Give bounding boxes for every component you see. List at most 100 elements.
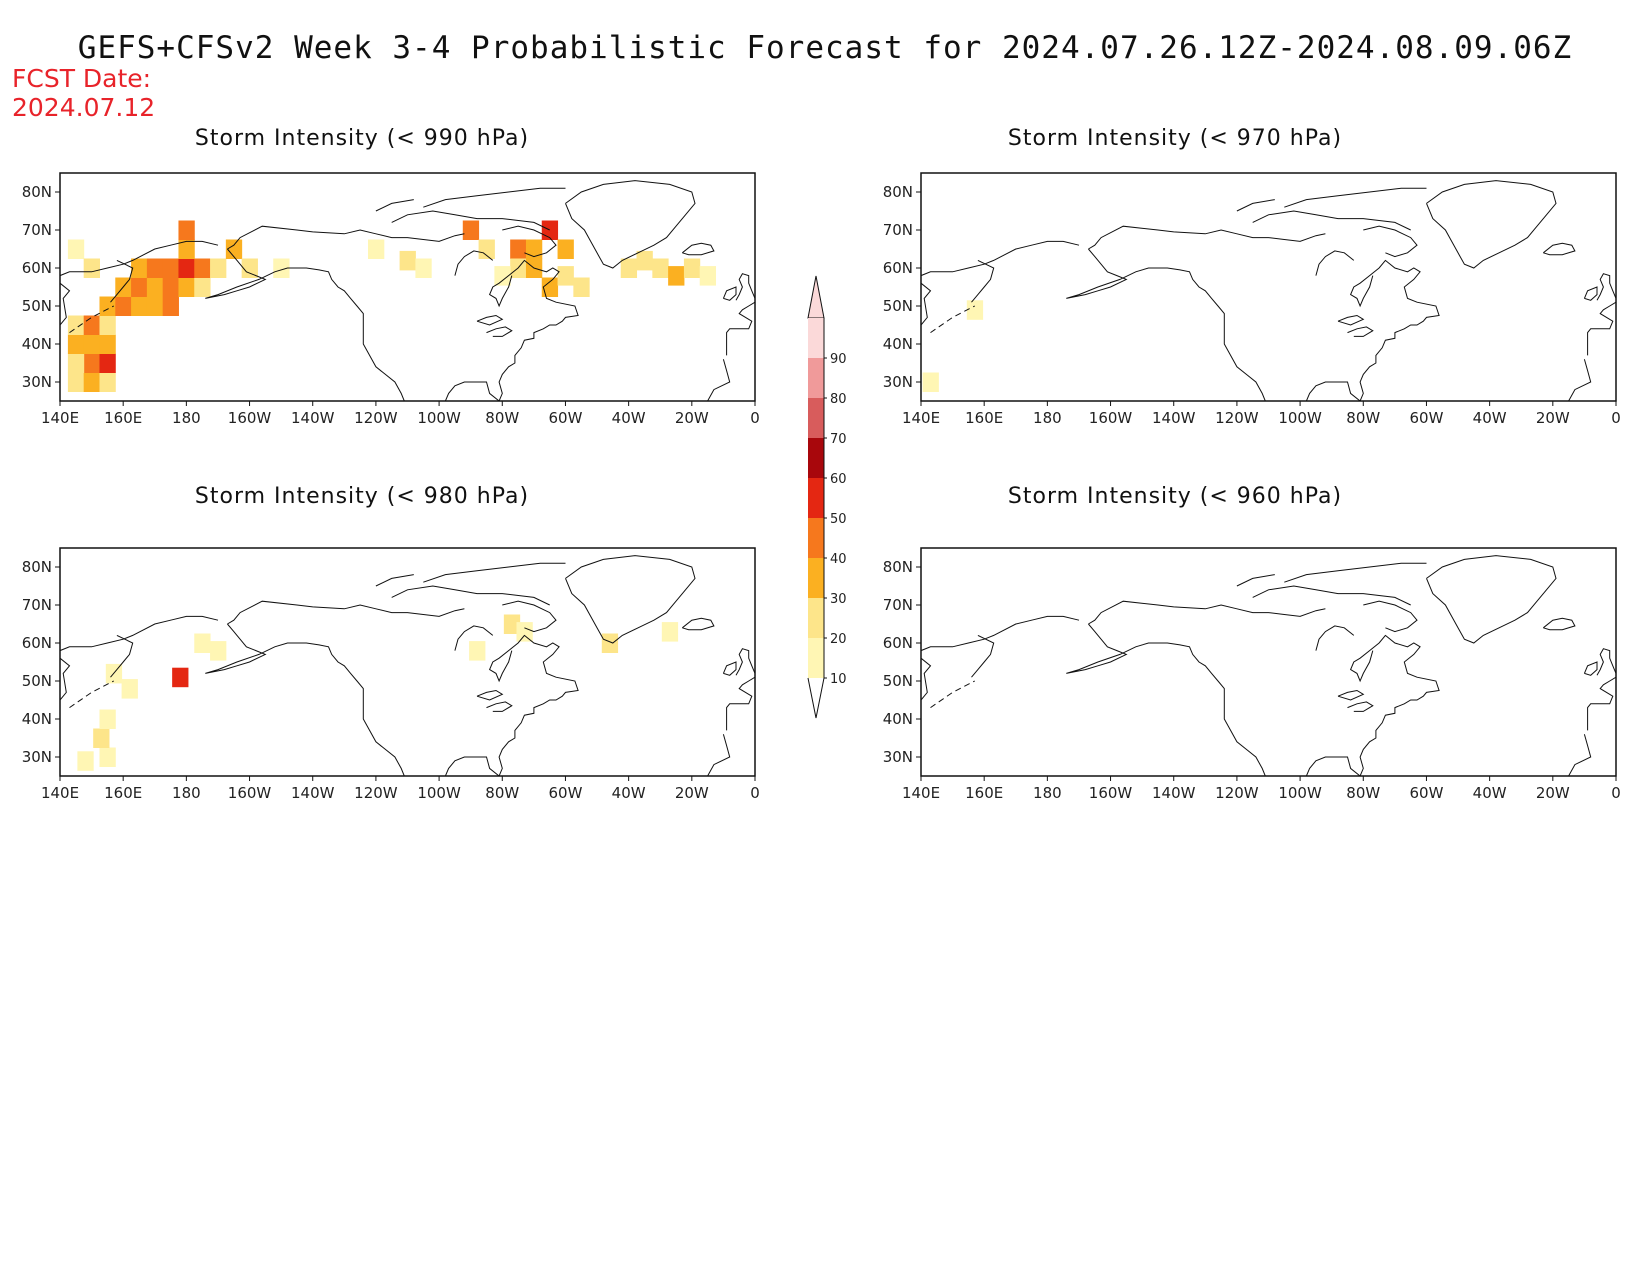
coastline (1066, 248, 1266, 401)
map-frame (59, 547, 756, 777)
heat-cell (121, 679, 138, 699)
colorbar-label: 40 (830, 552, 847, 567)
map-frame (59, 172, 756, 402)
map-panel-p970: 140E 160E 180 160W 140W 120W 100W 80W 60W 40W 20W 0… (883, 172, 1621, 427)
lon-tick-label: 100W (1278, 784, 1322, 802)
coastline (735, 648, 755, 676)
lon-tick-label: 80W (1346, 409, 1380, 427)
coastline (1568, 359, 1592, 401)
heat-cell (178, 220, 195, 240)
colorbar-label: 90 (830, 352, 847, 367)
lon-tick-label: 120W (1215, 784, 1259, 802)
coastline (227, 225, 465, 250)
lon-tick-label: 40W (1473, 784, 1507, 802)
coastline (1583, 286, 1598, 301)
coastline (921, 615, 1080, 652)
coastline (1347, 701, 1374, 712)
coastline (921, 657, 932, 701)
boundary-line (69, 680, 114, 709)
heat-cell (77, 751, 94, 771)
heat-cell (146, 258, 164, 278)
coastline (1347, 326, 1374, 337)
colorbar-swatch (808, 558, 824, 598)
lon-tick-label: 180 (1033, 409, 1062, 427)
lat-tick-label: 80N (883, 558, 913, 576)
heat-cell (99, 315, 116, 335)
colorbar-label: 20 (830, 632, 847, 647)
heat-cell (83, 315, 100, 335)
lon-tick-label: 140W (291, 784, 335, 802)
colorbar-swatch (808, 438, 824, 478)
coastline (565, 555, 696, 644)
lat-tick-label: 80N (22, 558, 52, 576)
lat-tick-label: 60N (22, 259, 52, 277)
coastline (722, 661, 737, 676)
coastline (444, 634, 579, 776)
coastline (726, 676, 755, 731)
fcst-date-label: FCST Date: (12, 64, 152, 93)
coastline (681, 242, 715, 256)
lon-tick-label: 160W (228, 784, 272, 802)
coastline (1426, 180, 1557, 269)
lat-tick-label: 40N (22, 710, 52, 728)
lon-tick-label: 180 (172, 784, 201, 802)
heat-cell (503, 614, 521, 634)
lon-tick-label: 160W (228, 409, 272, 427)
heat-cell (462, 220, 480, 240)
heat-cell (573, 277, 590, 297)
heat-cell (601, 633, 619, 653)
colorbar-swatch (808, 478, 824, 518)
lon-tick-label: 60W (548, 409, 582, 427)
lon-tick-label: 180 (1033, 784, 1062, 802)
heat-cell (620, 258, 638, 278)
lon-tick-label: 40W (612, 409, 646, 427)
heat-cell (368, 239, 385, 259)
lat-tick-label: 40N (883, 710, 913, 728)
heat-cell (162, 277, 179, 297)
map-panel-p960: 140E 160E 180 160W 140W 120W 100W 80W 60W 40W 20W 0… (883, 547, 1621, 802)
heat-cell (525, 239, 543, 259)
lon-tick-label: 140W (291, 409, 335, 427)
heat-cell (83, 334, 100, 354)
coastline (735, 273, 755, 301)
coastline (1542, 242, 1576, 256)
map-panel-p980: 140E 160E 180 160W 140W 120W 100W 80W 60W 40W 20W 0… (22, 547, 760, 802)
coastline (486, 701, 513, 712)
coastline (1337, 314, 1365, 326)
heat-cell (67, 372, 85, 392)
heat-cell (194, 258, 211, 278)
panel-title-990: Storm Intensity (< 990 hPa) (194, 126, 530, 151)
heat-cell (541, 220, 559, 240)
boundary-line (69, 305, 114, 334)
lon-tick-label: 120W (354, 784, 398, 802)
lon-tick-label: 140W (1152, 784, 1196, 802)
lon-tick-label: 0 (1611, 784, 1621, 802)
lon-tick-label: 40W (612, 784, 646, 802)
colorbar-bottom-arrow (807, 677, 825, 719)
map-panel-p990: 140E 160E 180 160W 140W 120W 100W 80W 60W 40W 20W 0… (22, 172, 760, 427)
lon-tick-label: 20W (675, 409, 709, 427)
heat-cell (83, 353, 100, 373)
coastline (1066, 623, 1266, 776)
heat-cell (99, 353, 116, 373)
coastline (971, 259, 995, 303)
heat-cell (636, 250, 653, 271)
lat-tick-label: 40N (22, 335, 52, 353)
lat-tick-label: 60N (883, 634, 913, 652)
heat-cell (510, 239, 527, 259)
coastline (423, 562, 566, 583)
colorbar-label: 30 (830, 592, 847, 607)
lat-tick-label: 70N (22, 221, 52, 239)
lon-tick-label: 0 (1611, 409, 1621, 427)
coastline (707, 734, 731, 776)
coastline (1284, 187, 1427, 208)
lon-tick-label: 160W (1089, 409, 1133, 427)
heat-cell (178, 258, 195, 278)
lat-tick-label: 70N (22, 596, 52, 614)
heat-cell (67, 334, 85, 354)
coastline (1587, 301, 1616, 356)
coastline (502, 225, 557, 258)
lat-tick-label: 80N (883, 183, 913, 201)
lat-tick-label: 30N (883, 748, 913, 766)
heat-cell (178, 277, 195, 297)
